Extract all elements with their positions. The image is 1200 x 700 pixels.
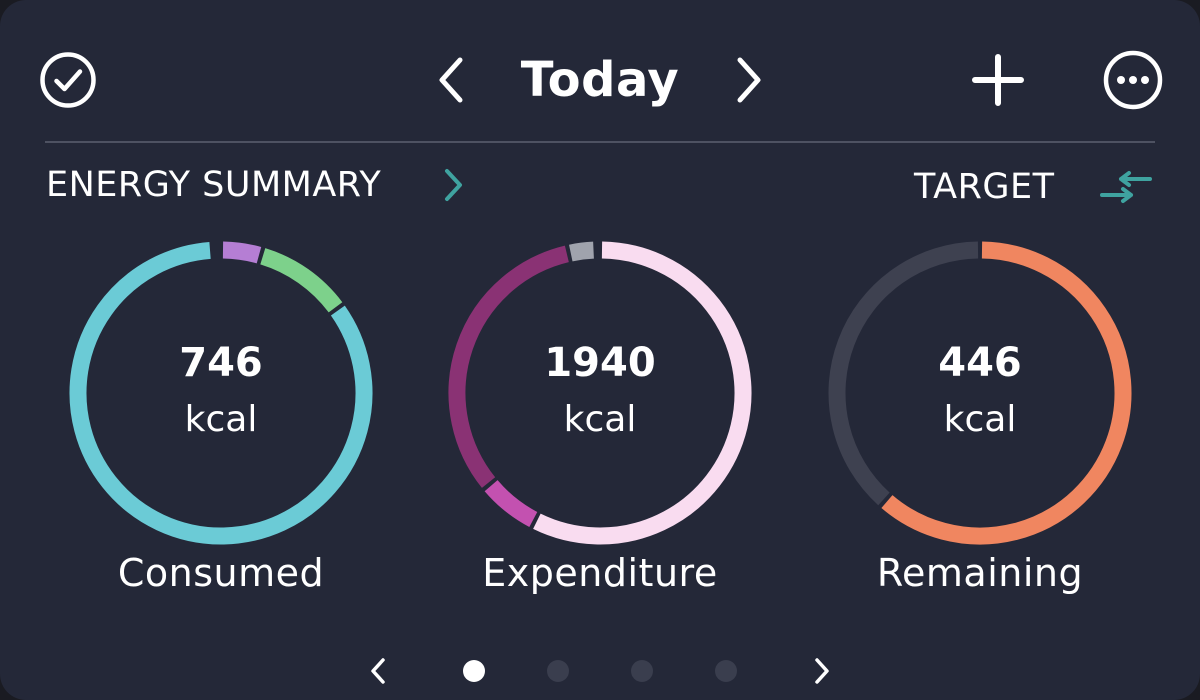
remaining-ring[interactable]: 446 kcal (820, 233, 1140, 553)
target-toggle[interactable]: TARGET (914, 165, 1156, 209)
remaining-caption: Remaining (876, 551, 1084, 595)
expenditure-unit: kcal (563, 399, 637, 440)
add-button[interactable] (966, 48, 1030, 112)
pager-dot-4[interactable] (715, 660, 737, 682)
next-day-button[interactable] (726, 50, 774, 110)
remaining-unit: kcal (943, 399, 1017, 440)
chevron-left-icon (371, 658, 385, 684)
ring-segment-3 (569, 241, 595, 262)
done-button[interactable] (36, 48, 100, 112)
remaining-ring-chart (828, 241, 1132, 545)
expenditure-caption: Expenditure (482, 551, 718, 595)
ring-segment-0 (222, 241, 262, 264)
ring-segment-2 (448, 245, 569, 488)
consumed-ring-chart (69, 241, 373, 545)
header-divider (45, 141, 1155, 143)
previous-day-button[interactable] (426, 50, 474, 110)
pager-next-button[interactable] (806, 650, 838, 692)
more-button[interactable] (1099, 46, 1167, 114)
consumed-value: 746 (179, 340, 263, 386)
expenditure-ring-chart (448, 241, 752, 545)
pager-dot-2[interactable] (547, 660, 569, 682)
ring-segment-1 (260, 248, 343, 313)
more-horizontal-circle-icon (1103, 50, 1163, 110)
ring-segment-2 (69, 241, 373, 545)
remaining-value: 446 (938, 340, 1022, 386)
energy-summary-link[interactable]: ENERGY SUMMARY (46, 163, 476, 207)
plus-icon (972, 54, 1024, 106)
compare-arrows-icon (1100, 171, 1152, 203)
consumed-ring[interactable]: 746 kcal (61, 233, 381, 553)
ring-segment-1 (828, 241, 979, 506)
energy-summary-label: ENERGY SUMMARY (46, 165, 382, 205)
chevron-right-icon (815, 658, 829, 684)
chevron-left-icon (439, 57, 463, 103)
ring-segment-0 (881, 241, 1132, 545)
target-label: TARGET (914, 167, 1055, 207)
check-circle-icon (40, 52, 96, 108)
consumed-caption: Consumed (117, 551, 325, 595)
day-title: Today (520, 52, 680, 108)
pager-dot-1[interactable] (463, 660, 485, 682)
pager-prev-button[interactable] (362, 650, 394, 692)
consumed-unit: kcal (184, 399, 258, 440)
ring-segment-0 (533, 241, 752, 545)
expenditure-value: 1940 (544, 340, 656, 386)
ring-segment-1 (484, 480, 538, 528)
expenditure-ring[interactable]: 1940 kcal (440, 233, 760, 553)
pager-dot-3[interactable] (631, 660, 653, 682)
chevron-right-icon (737, 57, 761, 103)
chevron-right-icon (445, 169, 462, 201)
